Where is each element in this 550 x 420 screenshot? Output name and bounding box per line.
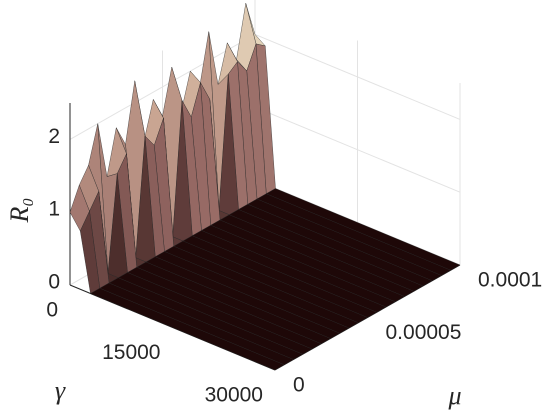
z-tick-label: 1 <box>48 198 60 221</box>
y-tick-label: 0.00005 <box>386 321 462 344</box>
x-axis-label: γ <box>55 376 66 405</box>
y-tick-label: 0 <box>293 374 305 397</box>
z-tick-label: 0 <box>48 271 60 294</box>
z-axis-label: R₀ <box>5 198 34 224</box>
y-tick-label: 0.0001 <box>478 269 542 292</box>
x-tick-label: 15000 <box>102 341 160 364</box>
surface-patch <box>89 287 285 371</box>
x-tick-label: 0 <box>46 299 58 322</box>
y-axis-label: μ <box>447 381 461 410</box>
x-tick-label: 30000 <box>205 384 263 407</box>
z-tick-label: 2 <box>48 125 60 148</box>
